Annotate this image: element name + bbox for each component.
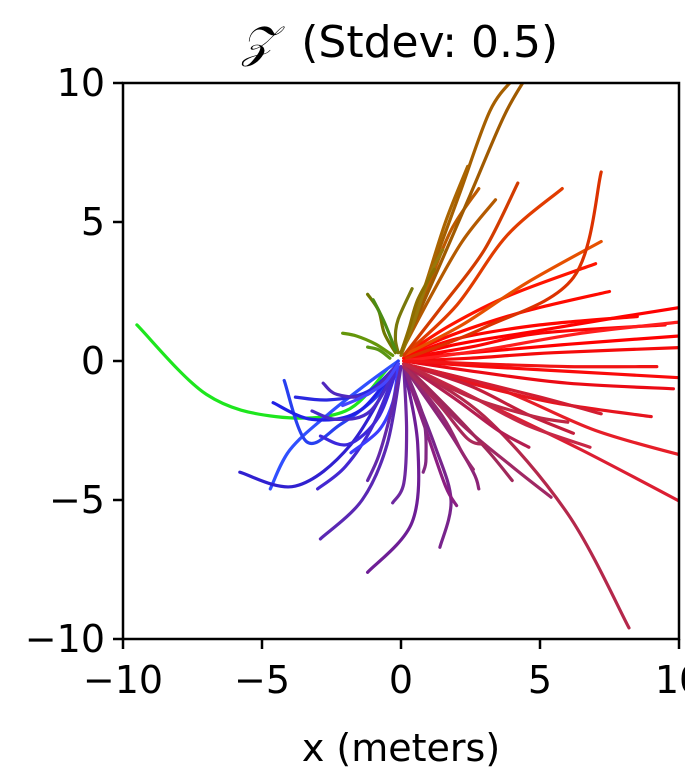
trajectory-line-26: [341, 331, 395, 357]
x-tick-label: −10: [83, 658, 163, 702]
trajectory-line-41: [318, 365, 403, 541]
y-tick-label: 0: [81, 339, 105, 383]
trajectory-line-19: [399, 83, 525, 355]
x-tick-label: 5: [528, 658, 552, 702]
trajectory-line-51: [402, 362, 531, 449]
trajectory-line-30: [268, 359, 400, 491]
trajectory-line-56: [402, 362, 603, 416]
trajectory-line-53: [402, 365, 428, 474]
y-tick-label: −10: [25, 617, 105, 661]
trajectory-line-47: [402, 365, 475, 471]
trajectory-line-12: [402, 314, 639, 360]
trajectory-line-38: [321, 362, 400, 399]
trajectory-line-13: [402, 187, 564, 357]
trajectory-line-37: [310, 362, 400, 422]
trajectory-line-40: [341, 362, 400, 408]
trajectory-line-27: [366, 345, 392, 360]
trajectory-line-6: [402, 262, 598, 357]
trajectory-line-54: [402, 365, 486, 446]
trajectory-line-52: [402, 365, 459, 508]
y-axis: −10 −5 0 5 10: [25, 61, 123, 661]
chart-title: 𝒵 (Stdev: 0.5): [241, 17, 558, 68]
trajectory-line-1: [402, 305, 679, 360]
trajectory-line-15: [402, 181, 520, 357]
title-text: (Stdev: 0.5): [301, 17, 558, 68]
trajectory-line-14: [402, 239, 603, 357]
trajectory-line-24: [366, 292, 397, 355]
trajectory-line-23: [399, 267, 436, 355]
trajectory-line-29: [135, 323, 389, 420]
trajectory-line-16: [405, 170, 603, 360]
y-tick-label: 5: [81, 200, 105, 244]
trajectory-line-44: [366, 365, 421, 574]
trajectory-line-25: [393, 287, 414, 355]
trajectory-line-60: [402, 359, 659, 369]
trajectory-line-7: [402, 346, 679, 363]
x-axis: −10 −5 0 5 10: [83, 639, 685, 702]
x-tick-label: 0: [389, 658, 413, 702]
plot-frame: [121, 81, 681, 641]
trajectory-line-35: [318, 362, 400, 447]
y-tick-label: −5: [49, 478, 105, 522]
trajectory-line-43: [391, 365, 409, 505]
trajectory-line-11: [402, 359, 675, 391]
svg-text:𝒵 (Stdev: 0.5): 𝒵 (Stdev: 0.5): [241, 17, 558, 68]
title-symbol: 𝒵: [241, 17, 286, 68]
trajectory-line-22: [399, 248, 445, 357]
x-tick-label: −5: [234, 658, 290, 702]
trajectory-line-42: [366, 365, 403, 483]
trajectory-series-group: [135, 83, 679, 630]
x-axis-label: x (meters): [302, 726, 500, 770]
trajectory-line-28: [371, 298, 397, 352]
trajectory-line-50: [402, 362, 514, 483]
trajectory-line-49: [402, 362, 631, 630]
trajectory-line-59: [402, 320, 679, 363]
x-tick-label: 10: [655, 658, 685, 702]
trajectory-line-55: [402, 362, 575, 435]
y-tick-label: 10: [57, 61, 105, 105]
trajectory-line-58: [402, 362, 570, 424]
